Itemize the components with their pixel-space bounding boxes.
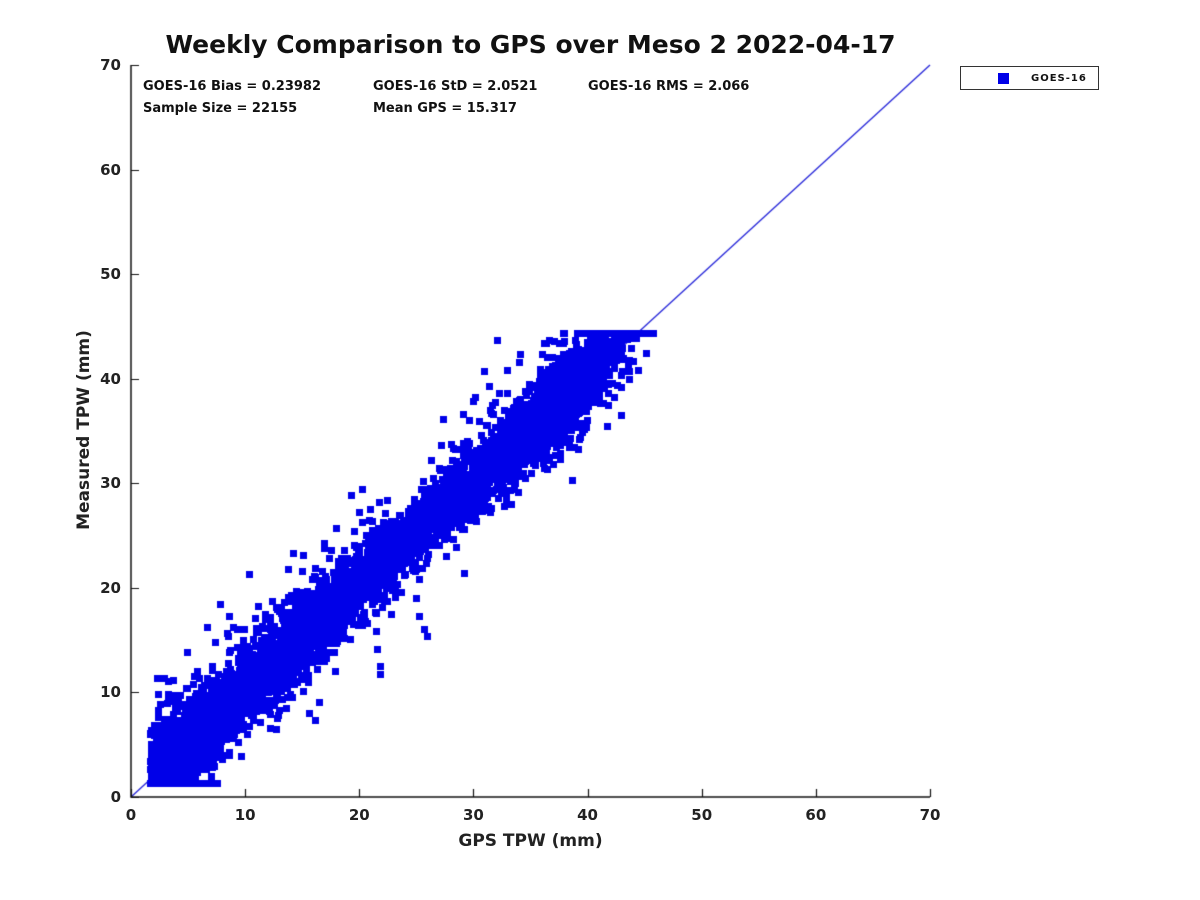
x-tick-label: 50 — [691, 806, 713, 824]
y-tick-label: 70 — [100, 56, 121, 74]
y-tick-label: 60 — [100, 160, 121, 179]
legend-marker-square-icon — [998, 72, 1009, 84]
y-tick-label: 0 — [110, 788, 121, 806]
legend: GOES-16 — [960, 66, 1099, 90]
stat-std: GOES-16 StD = 2.0521 — [373, 79, 538, 94]
x-tick-label: 10 — [234, 806, 256, 824]
y-tick-label: 30 — [100, 474, 121, 493]
x-tick-label: 0 — [125, 806, 137, 824]
x-tick-label: 20 — [348, 806, 370, 824]
chart-title: Weekly Comparison to GPS over Meso 2 202… — [165, 30, 896, 59]
y-tick-label: 10 — [100, 683, 121, 702]
stat-mean-gps: Mean GPS = 15.317 — [373, 101, 517, 116]
x-axis-label: GPS TPW (mm) — [458, 831, 603, 851]
y-tick-label: 40 — [100, 369, 121, 388]
x-tick-label: 30 — [462, 806, 484, 824]
y-axis-label: Measured TPW (mm) — [74, 330, 94, 530]
stat-sample-size: Sample Size = 22155 — [143, 101, 298, 116]
x-tick-label: 60 — [805, 806, 827, 824]
stat-rms: GOES-16 RMS = 2.066 — [588, 79, 750, 94]
stat-bias: GOES-16 Bias = 0.23982 — [143, 79, 322, 94]
y-tick-label: 50 — [100, 265, 121, 284]
x-tick-label: 70 — [919, 806, 941, 824]
legend-item-label: GOES-16 — [1031, 72, 1087, 84]
y-tick-label: 20 — [100, 578, 121, 597]
x-tick-label: 40 — [577, 806, 598, 824]
